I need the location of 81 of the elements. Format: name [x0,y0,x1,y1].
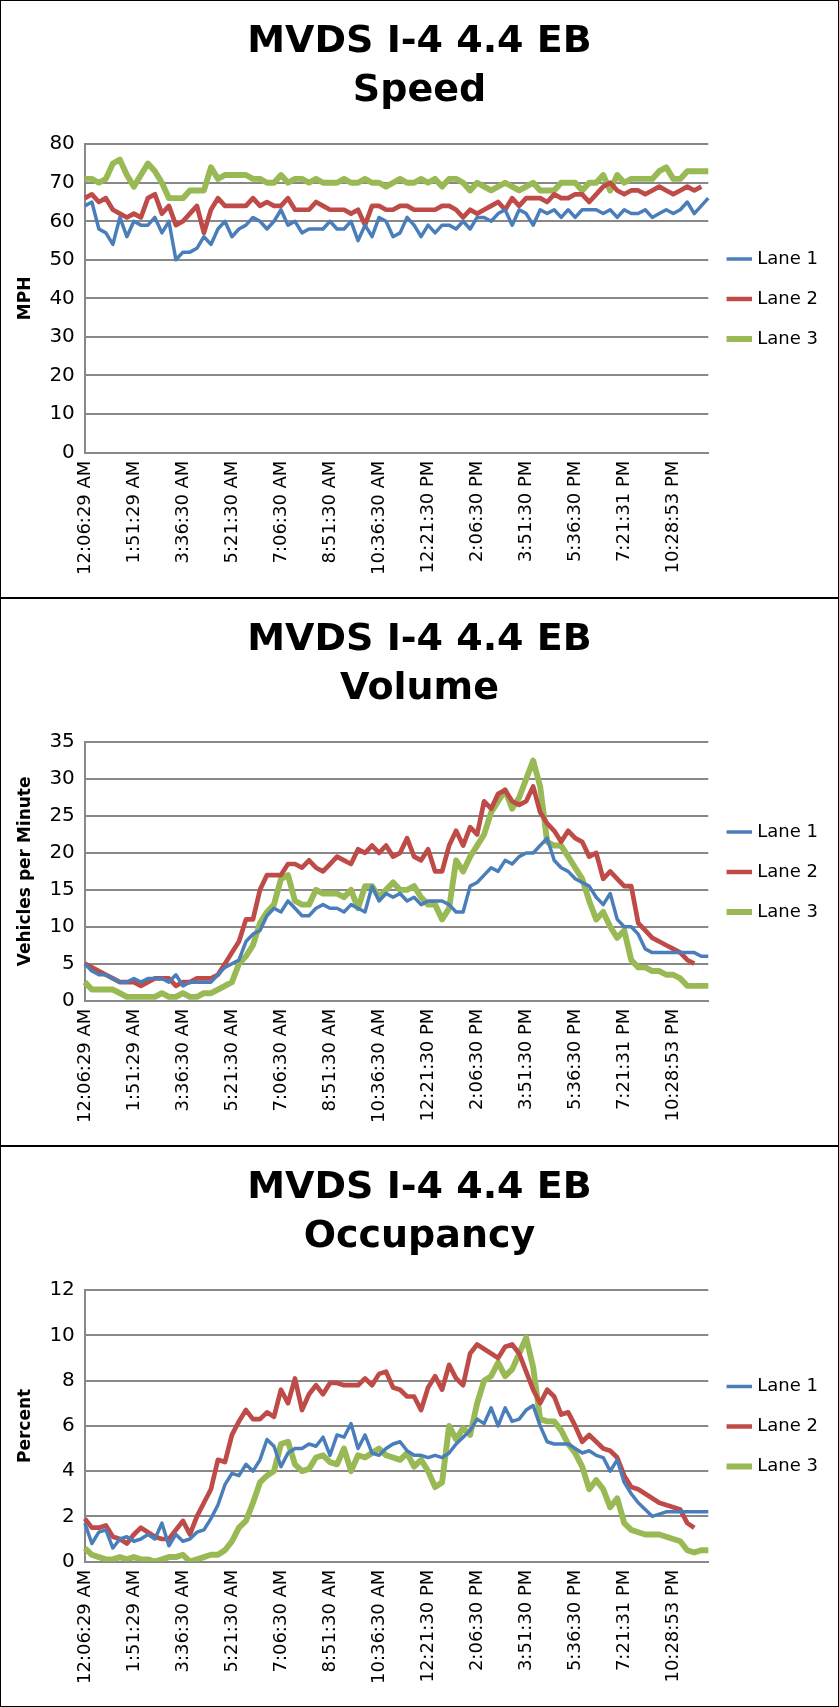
x-tick-label: 2:06:30 PM [464,460,486,563]
x-tick-label: 10:36:30 AM [366,460,388,576]
legend-label: Lane 2 [757,859,818,881]
x-tick-label: 10:28:53 PM [660,460,682,574]
y-tick-label: 20 [49,839,75,864]
x-tick-label: 3:51:30 PM [513,1008,535,1111]
y-tick-label: 4 [62,1457,75,1482]
x-tick-label: 7:06:30 AM [268,460,290,564]
chart-subtitle: Volume [340,664,499,709]
y-tick-label: 30 [49,323,75,348]
x-tick-label: 1:51:29 AM [121,460,143,564]
x-tick-label: 10:36:30 AM [366,1569,388,1685]
chart-title: MVDS I-4 4.4 EB [247,16,592,61]
x-tick-label: 3:36:30 AM [170,1008,192,1112]
x-tick-label: 12:21:30 PM [415,460,437,574]
y-tick-label: 80 [49,130,75,155]
x-tick-label: 3:36:30 AM [170,460,192,564]
legend-label: Lane 3 [757,326,818,348]
x-tick-label: 1:51:29 AM [121,1569,143,1673]
legend-label: Lane 3 [757,899,818,921]
y-tick-label: 6 [62,1412,75,1437]
x-tick-label: 3:51:30 PM [513,1569,535,1672]
chart-title: MVDS I-4 4.4 EB [247,1162,592,1207]
x-tick-label: 10:28:53 PM [660,1008,682,1122]
y-tick-label: 50 [49,246,75,271]
y-tick-label: 15 [49,876,75,901]
x-tick-label: 1:51:29 AM [121,1008,143,1112]
y-axis-title: MPH [13,276,34,321]
x-tick-label: 3:51:30 PM [513,460,535,563]
y-tick-label: 5 [62,949,75,974]
legend-label: Lane 1 [757,819,818,841]
x-tick-label: 8:51:30 AM [317,1569,339,1673]
y-tick-label: 0 [62,1547,75,1572]
y-axis-title: Percent [13,1388,34,1464]
x-tick-label: 2:06:30 PM [464,1008,486,1111]
x-tick-label: 5:21:30 AM [219,1569,241,1673]
x-tick-label: 12:21:30 PM [415,1008,437,1122]
x-tick-label: 8:51:30 AM [317,1008,339,1112]
y-tick-label: 10 [49,912,75,937]
y-tick-label: 60 [49,207,75,232]
legend-label: Lane 2 [757,286,818,308]
y-tick-label: 12 [49,1276,75,1301]
chart-title: MVDS I-4 4.4 EB [247,614,592,659]
y-tick-label: 10 [49,400,75,425]
x-tick-label: 2:06:30 PM [464,1569,486,1672]
x-tick-label: 12:06:29 AM [72,460,94,576]
x-tick-label: 12:21:30 PM [415,1569,437,1683]
x-tick-label: 7:21:31 PM [611,460,633,563]
y-tick-label: 40 [49,284,75,309]
x-tick-label: 5:36:30 PM [562,1008,584,1111]
y-tick-label: 30 [49,765,75,790]
legend-label: Lane 1 [757,246,818,268]
y-tick-label: 0 [62,986,75,1011]
y-tick-label: 35 [49,728,75,753]
x-tick-label: 8:51:30 AM [317,460,339,564]
x-tick-label: 10:36:30 AM [366,1008,388,1124]
x-tick-label: 5:21:30 AM [219,460,241,564]
y-axis-title: Vehicles per Minute [13,776,34,967]
chart-subtitle: Speed [352,66,487,111]
x-tick-label: 7:21:31 PM [611,1008,633,1111]
y-tick-label: 25 [49,802,75,827]
x-tick-label: 5:36:30 PM [562,1569,584,1672]
x-tick-label: 12:06:29 AM [72,1008,94,1124]
legend-label: Lane 2 [757,1414,818,1436]
x-tick-label: 10:28:53 PM [660,1569,682,1683]
y-tick-label: 8 [62,1366,75,1391]
y-tick-label: 2 [62,1502,75,1527]
x-tick-label: 7:06:30 AM [268,1569,290,1673]
chart-subtitle: Occupancy [303,1212,536,1257]
y-tick-label: 10 [49,1321,75,1346]
x-tick-label: 12:06:29 AM [72,1569,94,1685]
y-tick-label: 20 [49,361,75,386]
y-tick-label: 0 [62,438,75,463]
legend-label: Lane 1 [757,1374,818,1396]
x-tick-label: 5:21:30 AM [219,1008,241,1112]
x-tick-label: 7:21:31 PM [611,1569,633,1672]
x-tick-label: 7:06:30 AM [268,1008,290,1112]
x-tick-label: 5:36:30 PM [562,460,584,563]
x-tick-label: 3:36:30 AM [170,1569,192,1673]
legend-label: Lane 3 [757,1454,818,1476]
y-tick-label: 70 [49,168,75,193]
